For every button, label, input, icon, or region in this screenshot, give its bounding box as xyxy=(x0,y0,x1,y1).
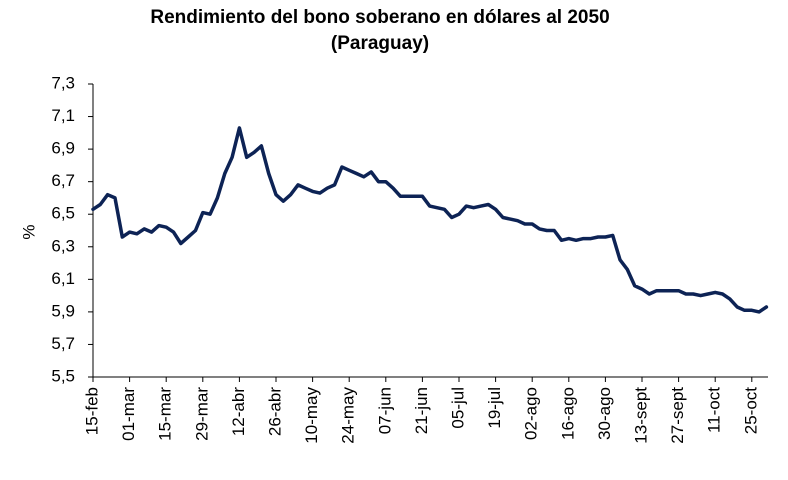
x-tick-label: 30-ago xyxy=(595,387,614,440)
x-tick-label: 26-abr xyxy=(265,387,284,436)
line-series xyxy=(91,126,769,314)
chart-subtitle: (Paraguay) xyxy=(331,33,429,54)
y-tick-label: 5,9 xyxy=(51,301,75,320)
y-tick-label: 7,1 xyxy=(51,106,75,125)
y-tick-label: 6,3 xyxy=(51,236,75,255)
chart-title: Rendimiento del bono soberano en dólares… xyxy=(150,7,609,28)
x-tick-label: 05-jul xyxy=(448,387,467,429)
x-tick-label: 29-mar xyxy=(192,387,211,441)
x-tick-label: 11-oct xyxy=(705,387,724,433)
x-tick-label: 13-sept xyxy=(631,387,650,444)
x-tick-label: 01-mar xyxy=(119,387,138,441)
x-tick-label: 27-sept xyxy=(668,387,687,444)
y-tick-label: 6,5 xyxy=(51,204,75,223)
x-tick-label: 24-may xyxy=(339,387,358,444)
y-tick-label: 6,1 xyxy=(51,269,75,288)
x-tick-label: 02-ago xyxy=(522,387,541,440)
x-tick-label: 16-ago xyxy=(558,387,577,440)
x-tick-label: 12-abr xyxy=(229,387,248,436)
x-tick-label: 10-may xyxy=(302,387,321,444)
x-tick-label: 19-jul xyxy=(485,387,504,429)
y-tick-label: 5,5 xyxy=(51,366,75,385)
y-tick-label: 5,7 xyxy=(51,334,75,353)
x-tick-label: 07-jun xyxy=(375,387,394,434)
y-tick-label: 6,9 xyxy=(51,139,75,158)
x-tick-label: 15-mar xyxy=(156,387,175,441)
y-tick-label: 7,3 xyxy=(51,73,75,92)
x-tick-label: 15-feb xyxy=(82,387,101,435)
y-tick-label: 6,7 xyxy=(51,171,75,190)
x-tick-label: 25-oct xyxy=(741,387,760,435)
y-axis-label: % xyxy=(19,224,38,239)
x-tick-label: 21-jun xyxy=(412,387,431,434)
